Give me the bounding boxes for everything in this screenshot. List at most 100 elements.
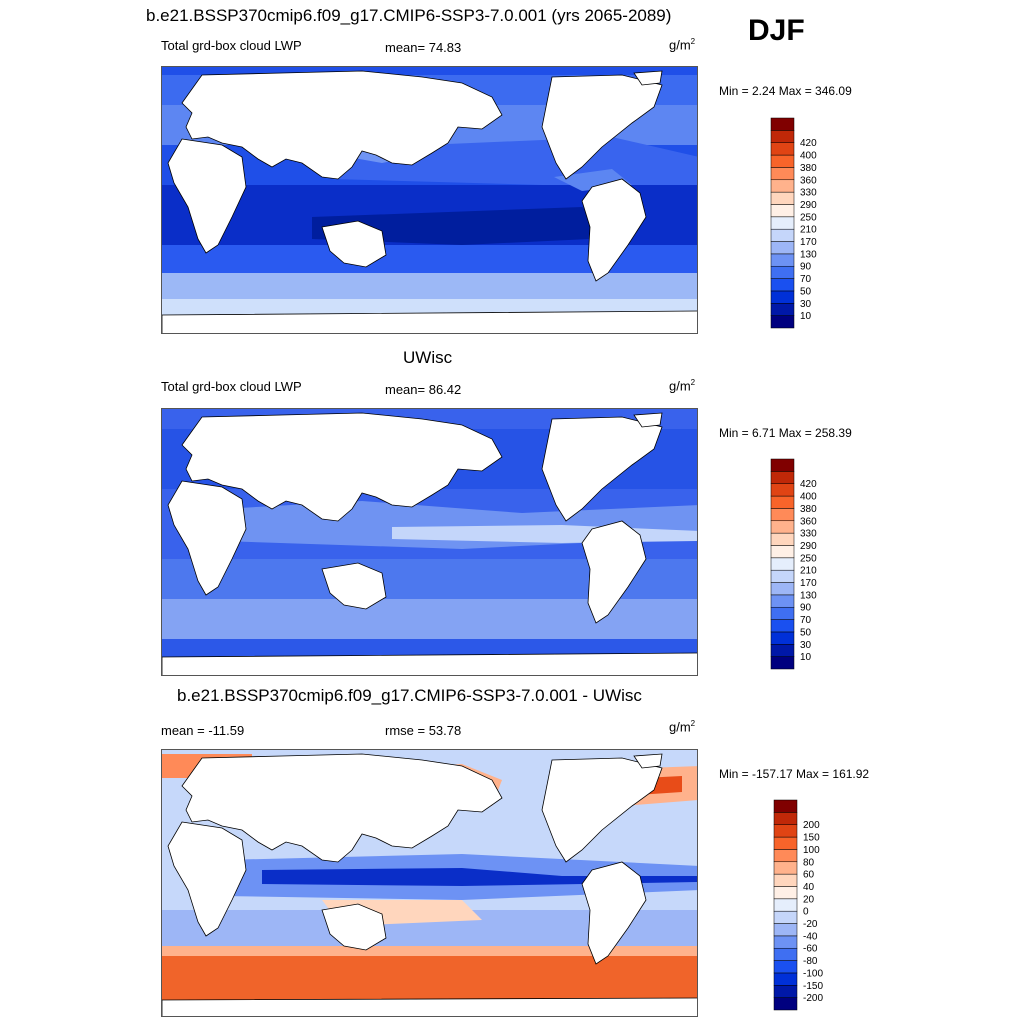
main-title: b.e21.BSSP370cmip6.f09_g17.CMIP6-SSP3-7.… bbox=[146, 6, 672, 25]
colorbar-swatch bbox=[770, 483, 795, 497]
colorbar-swatch bbox=[770, 315, 795, 329]
colorbar-label: 330 bbox=[800, 188, 817, 199]
colorbar-label: 360 bbox=[800, 516, 817, 527]
colorbar-label: 170 bbox=[800, 237, 817, 248]
colorbar-swatch bbox=[773, 886, 798, 900]
colorbar-swatch bbox=[770, 631, 795, 645]
colorbar-swatch bbox=[773, 799, 798, 813]
colorbar-label: 40 bbox=[803, 882, 815, 893]
colorbar-swatch bbox=[773, 873, 798, 887]
colorbar-label: 250 bbox=[800, 553, 817, 564]
colorbar-swatch bbox=[770, 241, 795, 255]
colorbar-label: 250 bbox=[800, 212, 817, 223]
colorbar-swatch bbox=[770, 265, 795, 279]
colorbar-swatch bbox=[773, 997, 798, 1011]
colorbar-label: 20 bbox=[803, 894, 815, 905]
colorbar-swatch bbox=[773, 910, 798, 924]
colorbar-label: 30 bbox=[800, 640, 812, 651]
colorbar-swatch bbox=[770, 606, 795, 620]
colorbar-swatch bbox=[770, 179, 795, 193]
colorbar-label: 30 bbox=[800, 299, 812, 310]
colorbar-swatch bbox=[770, 253, 795, 267]
colorbar-label: 400 bbox=[800, 151, 817, 162]
colorbar-label: 70 bbox=[800, 615, 812, 626]
panel2-units: g/m2 bbox=[669, 378, 696, 394]
colorbar-label: 170 bbox=[800, 578, 817, 589]
panel3-units: g/m2 bbox=[669, 719, 696, 735]
colorbar-swatch bbox=[770, 582, 795, 596]
panel1-variable-label: Total grd-box cloud LWP bbox=[161, 38, 302, 53]
colorbar-swatch bbox=[773, 812, 798, 825]
colorbar-swatch bbox=[770, 458, 795, 472]
colorbar-swatch bbox=[770, 471, 795, 484]
colorbar-swatch bbox=[770, 216, 795, 230]
colorbar-swatch bbox=[773, 898, 798, 912]
panel3-rmse: rmse = 53.78 bbox=[385, 723, 462, 738]
colorbar-swatch bbox=[770, 508, 795, 522]
landmass-group bbox=[162, 70, 697, 333]
panel1-mean: mean= 74.83 bbox=[385, 40, 462, 55]
colorbar-label: -100 bbox=[803, 968, 823, 979]
colorbar-label: 290 bbox=[800, 541, 817, 552]
colorbar-label: 50 bbox=[800, 286, 812, 297]
colorbar-swatch bbox=[770, 569, 795, 583]
colorbar-label: 60 bbox=[803, 870, 815, 881]
colorbar-swatch bbox=[770, 656, 795, 670]
colorbar-swatch bbox=[773, 849, 798, 863]
colorbar-swatch bbox=[773, 972, 798, 986]
colorbar-swatch bbox=[773, 985, 798, 998]
colorbar-label: 290 bbox=[800, 200, 817, 211]
colorbar-label: 400 bbox=[800, 492, 817, 503]
panel3-title: b.e21.BSSP370cmip6.f09_g17.CMIP6-SSP3-7.… bbox=[177, 686, 642, 705]
colorbar-label: 0 bbox=[803, 907, 809, 918]
colorbar-label: 380 bbox=[800, 504, 817, 515]
colorbar-swatch bbox=[770, 142, 795, 156]
panel3-colorbar: -200 -150 -100 -80 -60 -40 -20 0 20 40 60 80 100 150 2… bbox=[773, 799, 844, 1012]
colorbar-swatch bbox=[770, 204, 795, 218]
panel3-minmax: Min = -157.17 Max = 161.92 bbox=[719, 767, 870, 781]
colorbar-swatch bbox=[770, 278, 795, 292]
diff-colorbar: -200-150-100-80-60-40-200204060801001502… bbox=[773, 799, 823, 1011]
colorbar-swatch bbox=[770, 594, 795, 608]
colorbar-swatch bbox=[770, 495, 795, 509]
colorbar-label: 210 bbox=[800, 225, 817, 236]
colorbar-swatch bbox=[773, 824, 798, 838]
colorbar-label: 10 bbox=[800, 311, 812, 322]
panel2-mean: mean= 86.42 bbox=[385, 382, 462, 397]
panel2-minmax: Min = 6.71 Max = 258.39 bbox=[719, 426, 852, 440]
colorbar-swatch bbox=[770, 557, 795, 571]
colorbar-swatch bbox=[770, 303, 795, 316]
colorbar-label: 90 bbox=[800, 262, 812, 273]
colorbar-swatch bbox=[770, 644, 795, 657]
colorbar-label: 80 bbox=[803, 857, 815, 868]
colorbar-swatch bbox=[770, 290, 795, 304]
colorbar-label: 330 bbox=[800, 529, 817, 540]
colorbar-label: 420 bbox=[800, 138, 817, 149]
colorbar-swatch bbox=[770, 167, 795, 181]
panel2-map bbox=[161, 408, 698, 676]
colorbar-swatch bbox=[773, 935, 798, 949]
panel3-mean: mean = -11.59 bbox=[161, 723, 245, 738]
colorbar-label: 200 bbox=[803, 820, 820, 831]
colorbar-label: -60 bbox=[803, 944, 818, 955]
colorbar-swatch bbox=[770, 520, 795, 534]
colorbar-label: 380 bbox=[800, 163, 817, 174]
colorbar-label: -80 bbox=[803, 956, 818, 967]
colorbar-swatch bbox=[770, 228, 795, 242]
colorbar-label: 420 bbox=[800, 479, 817, 490]
colorbar-label: 210 bbox=[800, 566, 817, 577]
colorbar-swatch bbox=[770, 619, 795, 633]
panel1-minmax: Min = 2.24 Max = 346.09 bbox=[719, 84, 852, 98]
panel2-colorbar: 10 30 50 70 90 130 170 210 250 290 330 360 380 400 420 bbox=[770, 458, 841, 671]
colorbar-label: 70 bbox=[800, 274, 812, 285]
colorbar-label: 150 bbox=[803, 833, 820, 844]
colorbar-label: 130 bbox=[800, 590, 817, 601]
colorbar-label: -150 bbox=[803, 981, 823, 992]
colorbar-label: 360 bbox=[800, 175, 817, 186]
colorbar-swatch bbox=[770, 545, 795, 559]
colorbar-label: 50 bbox=[800, 627, 812, 638]
panel3-map bbox=[161, 749, 698, 1017]
landmass-group bbox=[162, 753, 697, 1016]
